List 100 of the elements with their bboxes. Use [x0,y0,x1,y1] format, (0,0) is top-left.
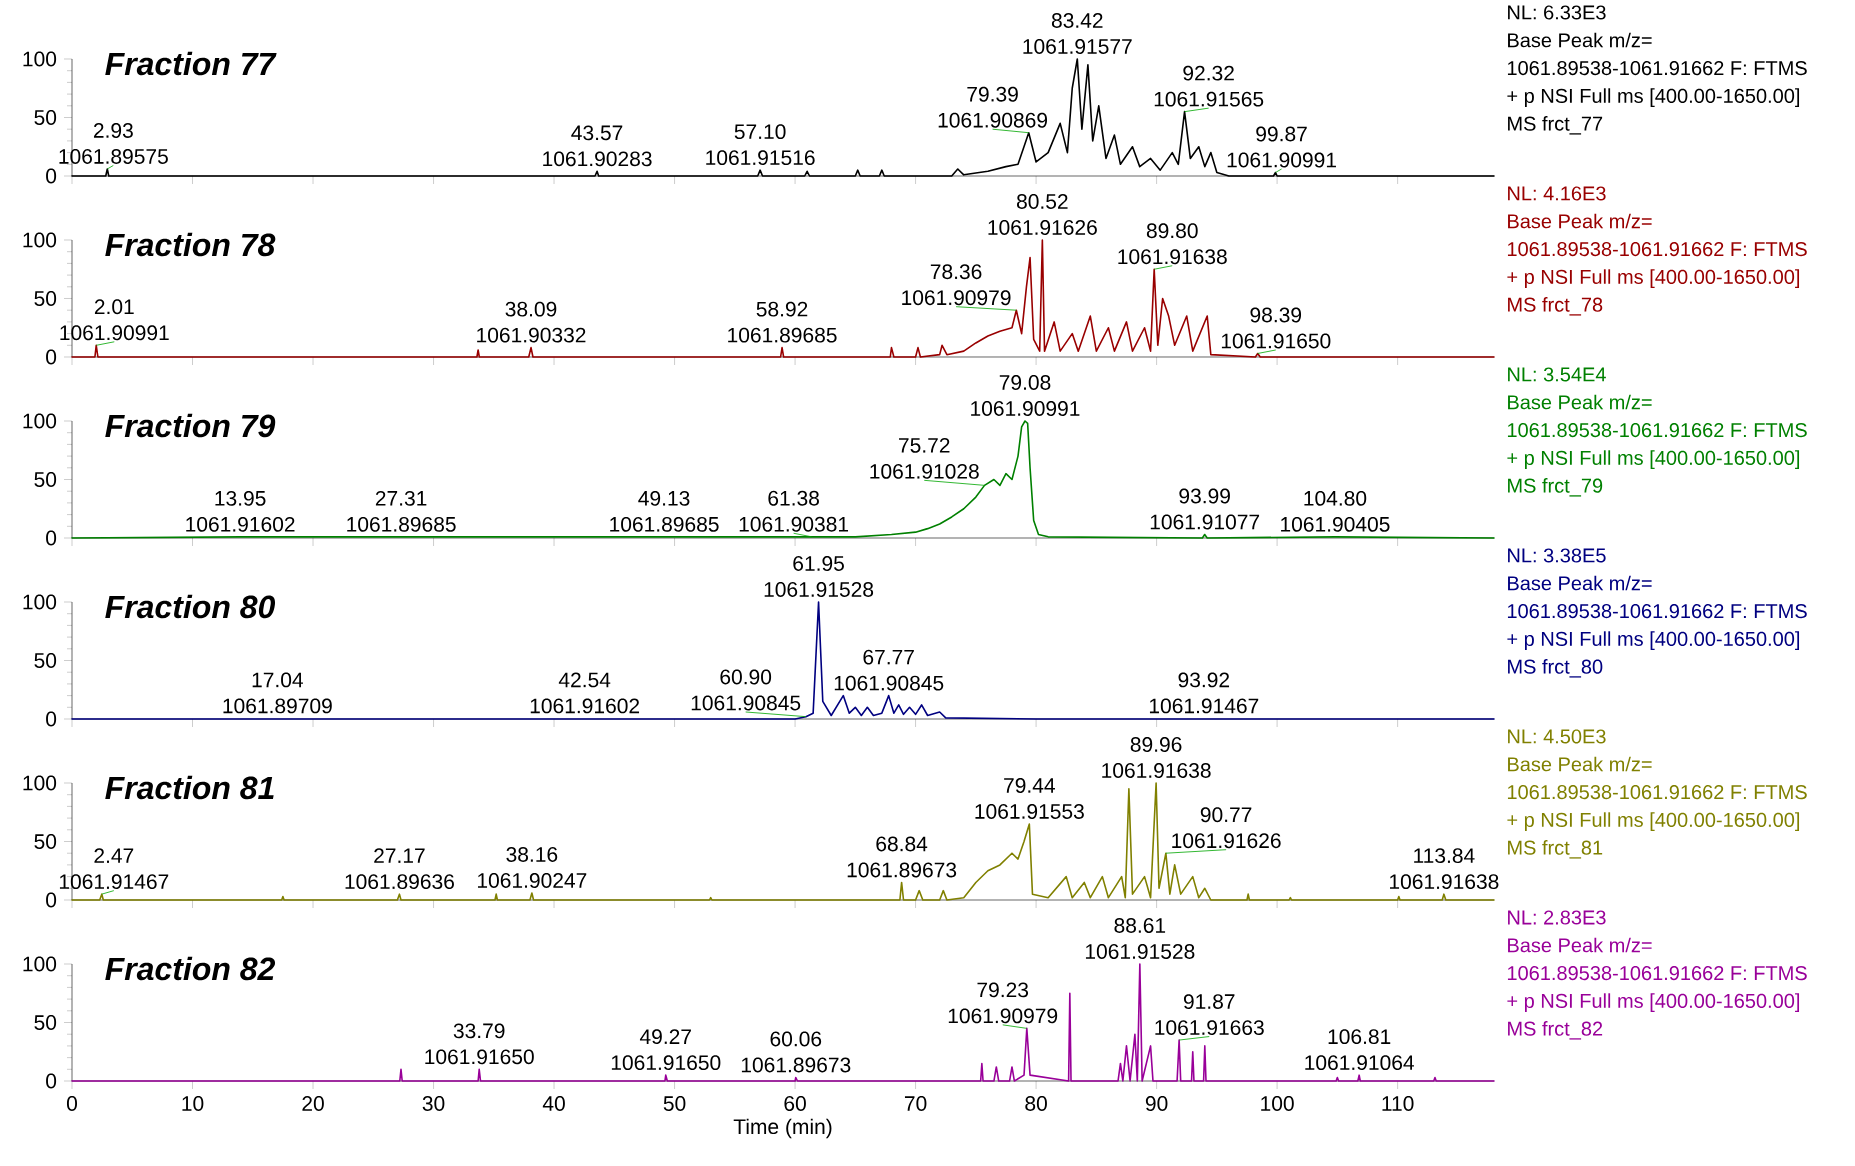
chart-title: Fraction 82 [105,956,276,981]
annotation: 1061.90845 [834,675,944,691]
annotation: 92.32 [1183,65,1234,81]
x-tick-label: 40 [542,1096,565,1111]
chart-title: Fraction 79 [105,413,276,438]
x-tick-label: 50 [663,1096,686,1111]
text: MS frct_81 [1508,840,1603,859]
annotation: 2.93 [93,123,133,138]
annotation: 1061.91650 [1221,333,1331,349]
text: MS frct_82 [1508,1021,1603,1040]
y-tick-label: 100 [23,232,57,248]
text: + p NSI Full ms [400.00-1650.00] [1507,88,1800,107]
text: 1061.89538-1061.91662 F: FTMS [1507,604,1807,619]
text: 1061.89538-1061.91662 F: FTMS [1507,423,1807,438]
text: Base Peak m/z= [1508,394,1652,410]
annotation: 2.01 [94,299,134,315]
annotation: 38.09 [505,301,557,317]
annotation: 27.31 [375,490,427,506]
chart-title: Fraction 77 [105,51,277,76]
x-tick-label: 60 [784,1096,806,1111]
text: NL: 4.50E3 [1508,729,1606,744]
annotation: 13.95 [215,490,266,506]
y-tick-label: 50 [34,291,57,306]
y-tick-label: 50 [34,834,57,849]
annotation: 83.42 [1051,13,1103,28]
annotation: 43.57 [571,125,623,141]
text: NL: 3.54E4 [1508,367,1606,382]
y-tick-label: 0 [46,530,57,546]
annotation: 68.84 [876,836,928,852]
annotation: 1061.90405 [1281,516,1390,532]
x-tick-label: 30 [422,1096,445,1111]
annotation: 1061.91577 [1023,39,1132,54]
text: + p NSI Full ms [400.00-1650.00] [1507,631,1800,650]
annotation: 99.87 [1256,126,1307,142]
annotation: 1061.91528 [764,582,874,597]
text: MS frct_79 [1508,478,1603,497]
text: MS frct_78 [1508,297,1603,316]
annotation: 1061.91663 [1155,1020,1264,1035]
annotation: 1061.91516 [706,150,815,166]
x-tick-label: 90 [1145,1096,1168,1111]
annotation: 104.80 [1304,490,1367,506]
text: NL: 2.83E3 [1508,910,1606,925]
x-tick-label: 110 [1382,1096,1414,1111]
y-tick-label: 0 [46,349,57,365]
y-tick-label: 50 [34,110,57,125]
annotation: 49.13 [638,490,690,506]
y-tick-label: 100 [23,51,57,67]
annotation: 1061.89673 [741,1057,851,1073]
y-tick-label: 0 [46,892,57,908]
annotation: 17.04 [252,672,303,688]
annotation: 1061.91638 [1102,763,1211,778]
annotation: 1061.90979 [948,1008,1058,1024]
annotation: 1061.89575 [59,149,168,164]
x-tick-label: 100 [1261,1096,1294,1111]
annotation: 79.23 [977,982,1029,998]
annotation: 1061.90979 [902,290,1011,306]
y-tick-label: 0 [46,1073,57,1089]
annotation: 58.92 [756,301,808,317]
annotation: 106.81 [1328,1029,1391,1045]
annotation: 79.08 [999,375,1051,390]
annotation: 93.99 [1179,488,1230,504]
annotation: 1061.90283 [543,151,652,167]
annotation: 67.77 [863,649,914,665]
text: NL: 3.38E5 [1508,548,1606,563]
annotation: 79.44 [1004,778,1055,793]
text: + p NSI Full ms [400.00-1650.00] [1507,269,1800,288]
annotation: 80.52 [1016,194,1068,209]
x-tick-label: 20 [302,1096,324,1111]
annotation: 78.36 [930,264,982,280]
text: NL: 4.16E3 [1508,186,1606,201]
annotation: 1061.90247 [477,873,587,888]
annotation: 42.54 [558,672,611,688]
annotation: 98.39 [1250,307,1302,323]
y-tick-label: 100 [23,775,57,791]
annotation: 1061.90332 [477,327,586,343]
annotation: 1061.89709 [223,698,332,714]
annotation: 1061.90991 [971,401,1080,416]
text: + p NSI Full ms [400.00-1650.00] [1507,450,1800,469]
x-axis-title: Time (min) [733,1118,832,1139]
chart-title: Fraction 80 [105,594,276,619]
annotation: 1061.90869 [938,112,1048,128]
annotation: 89.80 [1146,223,1198,239]
annotation: 1061.89685 [728,327,837,343]
x-tick-label: 10 [182,1096,204,1111]
annotation: 1061.91650 [611,1055,721,1071]
annotation: 1061.89685 [347,516,456,532]
annotation: 1061.91638 [1390,874,1499,890]
x-tick-label: 0 [66,1096,78,1111]
annotation: 33.79 [453,1023,505,1039]
text: Base Peak m/z= [1508,32,1652,48]
text: Base Peak m/z= [1508,937,1652,953]
text: 1061.89538-1061.91662 F: FTMS [1507,242,1807,257]
annotation: 2.47 [94,848,134,863]
y-tick-label: 50 [34,1015,57,1030]
annotation: 1061.91528 [1085,944,1195,959]
annotation: 1061.91650 [425,1049,534,1065]
y-tick-label: 100 [23,594,57,610]
annotation: 60.06 [770,1031,822,1047]
x-tick-label: 70 [904,1096,927,1111]
annotation: 93.92 [1178,672,1230,688]
